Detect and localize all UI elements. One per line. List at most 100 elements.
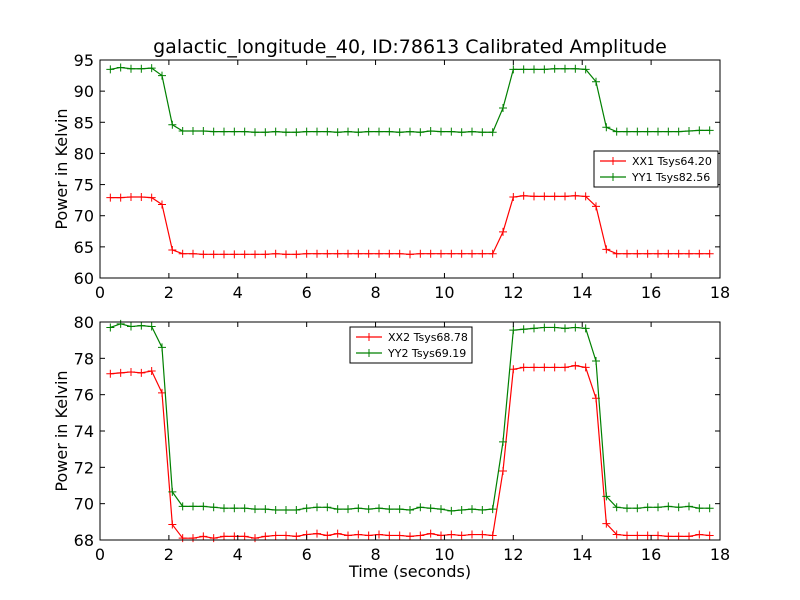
- data-point: [468, 505, 476, 514]
- data-point: [323, 127, 332, 136]
- x-tick-label: 2: [164, 545, 174, 564]
- data-point: [406, 127, 414, 136]
- data-point: [664, 249, 673, 258]
- data-point: [127, 367, 135, 376]
- data-point: [674, 127, 683, 136]
- data-point: [602, 519, 611, 528]
- data-point: [695, 249, 704, 258]
- data-point: [406, 506, 414, 515]
- data-point: [292, 250, 301, 259]
- data-point: [323, 503, 332, 512]
- data-point: [385, 531, 394, 540]
- data-point: [705, 126, 714, 135]
- data-point: [530, 65, 538, 74]
- data-point: [426, 249, 435, 258]
- data-point: [344, 249, 352, 258]
- x-tick-label: 16: [641, 283, 661, 302]
- data-point: [654, 249, 662, 258]
- x-tick-label: 14: [572, 283, 592, 302]
- data-point: [302, 249, 311, 258]
- series-2-1: [106, 361, 714, 543]
- data-point: [354, 530, 363, 539]
- data-point: [478, 506, 487, 515]
- data-point: [447, 506, 456, 515]
- data-point: [313, 529, 321, 538]
- y-tick-label: 78: [74, 349, 94, 368]
- data-point: [633, 504, 642, 513]
- y-tick-label: 65: [74, 238, 94, 257]
- data-point: [137, 193, 146, 202]
- legend-marker: [365, 333, 373, 341]
- data-point: [426, 127, 435, 136]
- data-point: [592, 357, 600, 366]
- data-point: [354, 249, 363, 258]
- data-point: [602, 492, 611, 501]
- legend-box: [349, 326, 473, 364]
- y-tick-label: 75: [74, 176, 94, 195]
- data-point: [178, 534, 187, 543]
- data-point: [437, 249, 445, 258]
- data-point: [147, 367, 156, 376]
- data-point: [633, 249, 642, 258]
- data-point: [581, 65, 590, 74]
- data-point: [643, 503, 652, 512]
- data-point: [654, 503, 662, 512]
- y-tick-label: 60: [74, 269, 94, 288]
- data-point: [499, 466, 507, 475]
- data-point: [199, 502, 208, 511]
- data-point: [313, 127, 321, 136]
- x-tick-label: 6: [302, 283, 312, 302]
- data-point: [323, 531, 332, 540]
- series-1-1: [106, 191, 714, 259]
- data-point: [282, 250, 290, 259]
- y-tick-label: 80: [74, 144, 94, 163]
- y-tick-label: 70: [74, 207, 94, 226]
- data-point: [488, 249, 497, 258]
- data-point: [437, 127, 445, 136]
- data-point: [220, 127, 228, 136]
- data-point: [509, 365, 518, 374]
- data-point: [581, 192, 590, 201]
- data-point: [561, 192, 569, 201]
- data-point: [364, 531, 373, 540]
- data-point: [251, 505, 259, 514]
- axes-frame: [99, 59, 721, 279]
- data-point: [540, 192, 549, 201]
- data-point: [602, 123, 611, 132]
- data-point: [209, 250, 218, 259]
- data-point: [282, 128, 290, 137]
- data-point: [550, 363, 559, 372]
- legend-entry: YY1 Tsys82.56: [631, 171, 710, 184]
- data-point: [519, 191, 528, 200]
- data-point: [540, 363, 549, 372]
- data-point: [406, 250, 414, 259]
- x-tick-label: 0: [95, 283, 105, 302]
- data-point: [519, 325, 528, 334]
- data-point: [643, 127, 652, 136]
- x-tick-label: 12: [503, 283, 523, 302]
- data-point: [106, 65, 115, 74]
- x-tick-label: 18: [710, 283, 730, 302]
- data-point: [282, 506, 290, 515]
- data-point: [209, 127, 218, 136]
- y-tick-label: 85: [74, 113, 94, 132]
- data-point: [137, 321, 146, 330]
- data-point: [447, 127, 456, 136]
- data-point: [189, 502, 197, 511]
- data-point: [230, 532, 239, 541]
- data-point: [261, 505, 270, 514]
- data-point: [375, 127, 383, 136]
- data-point: [550, 64, 559, 73]
- y-tick-label: 80: [74, 313, 94, 332]
- data-point: [478, 128, 487, 137]
- data-point: [271, 249, 280, 258]
- x-axis-label: Time (seconds): [348, 562, 471, 581]
- data-point: [230, 250, 239, 259]
- data-point: [189, 127, 197, 136]
- data-point: [147, 64, 156, 73]
- data-point: [147, 322, 156, 331]
- data-point: [550, 192, 559, 201]
- data-point: [633, 531, 642, 540]
- data-point: [581, 363, 590, 372]
